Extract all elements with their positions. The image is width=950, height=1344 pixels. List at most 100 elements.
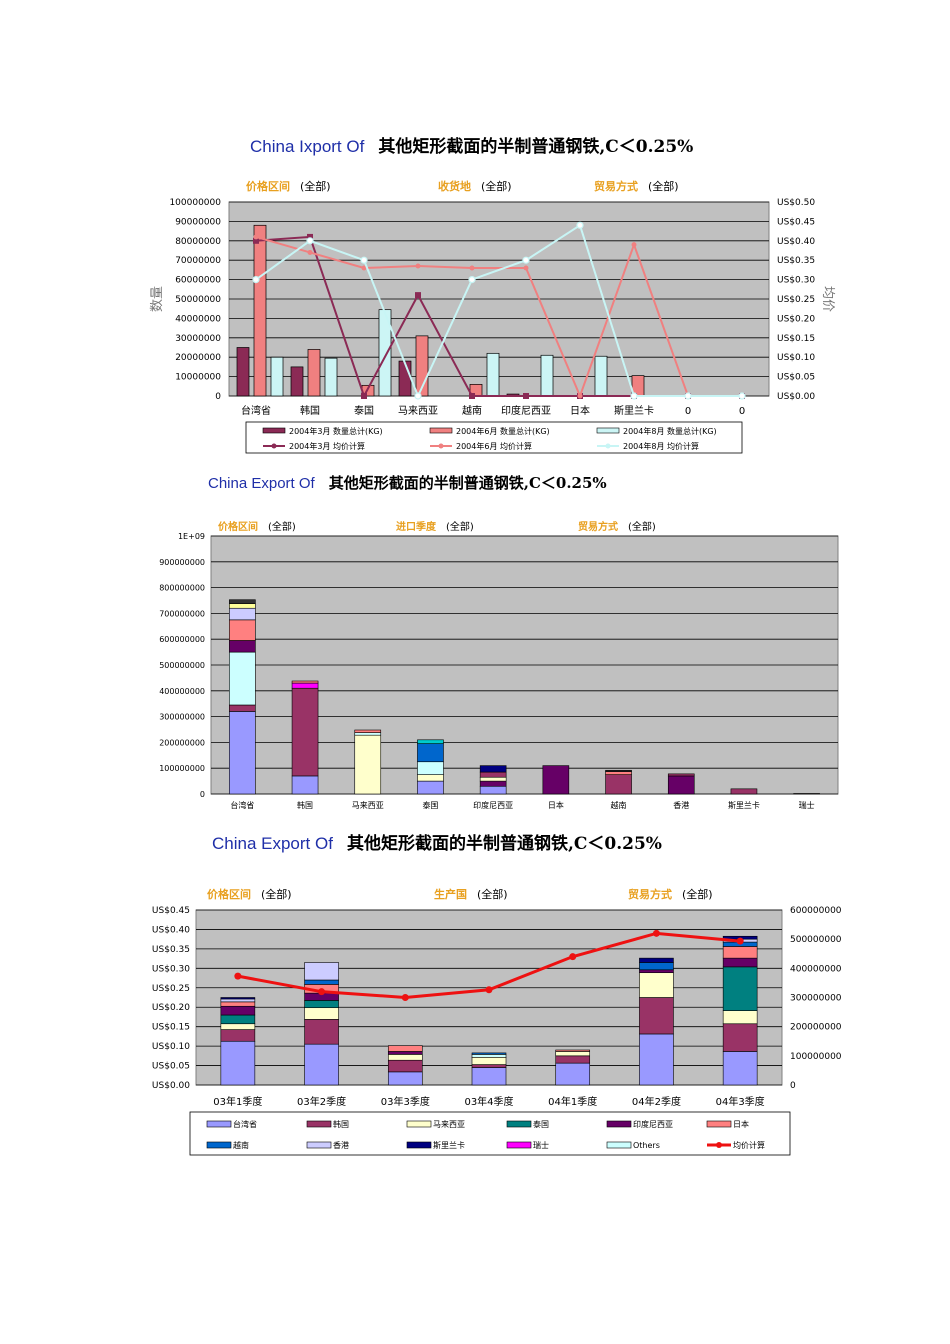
chart3-filter-2[interactable]: 生产国 (全部) bbox=[434, 886, 508, 902]
chart1-point bbox=[522, 256, 530, 264]
chart3-legend-label: 韩国 bbox=[333, 1119, 349, 1129]
chart3-bar-segment bbox=[220, 1001, 256, 1007]
chart1-point bbox=[253, 234, 259, 240]
chart1-y-tick: 30000000 bbox=[175, 334, 221, 344]
chart1-y2-tick: US$0.10 bbox=[777, 353, 815, 363]
chart3-avg-price-point bbox=[652, 929, 660, 937]
chart3-bar-segment bbox=[639, 969, 674, 974]
filter-label: 价格区间 bbox=[246, 180, 290, 193]
chart1-point bbox=[738, 392, 746, 400]
chart3-legend-label: 越南 bbox=[233, 1140, 249, 1150]
chart2-bar-segment bbox=[229, 651, 256, 706]
chart1-y2-tick: US$0.05 bbox=[777, 373, 815, 383]
chart3-legend-swatch bbox=[406, 1120, 432, 1128]
chart1-y-tick: 80000000 bbox=[175, 237, 221, 247]
chart1-x-tick: 越南 bbox=[462, 404, 482, 417]
chart3-legend-label: 日本 bbox=[733, 1119, 749, 1129]
chart1-x-tick: 泰国 bbox=[354, 404, 374, 417]
chart2-x-tick: 台湾省 bbox=[230, 800, 254, 810]
filter-value: (全部) bbox=[300, 180, 331, 193]
chart3-filter-3[interactable]: 贸易方式 (全部) bbox=[628, 886, 713, 902]
chart1-y-tick: 50000000 bbox=[175, 295, 221, 305]
chart3-bar-segment bbox=[471, 1064, 507, 1068]
chart1-y2-tick: US$0.15 bbox=[777, 334, 815, 344]
chart2-bar-segment bbox=[793, 793, 820, 795]
chart3-legend-swatch bbox=[306, 1141, 332, 1149]
chart1-legend-label: 2004年8月 数量总计(KG) bbox=[623, 426, 717, 436]
chart1-bar bbox=[324, 357, 338, 397]
chart1-x-tick: 马来西亚 bbox=[398, 405, 438, 417]
chart3-bar-segment bbox=[220, 1040, 256, 1086]
chart2-filter-1[interactable]: 价格区间 (全部) bbox=[218, 518, 296, 533]
chart1-point bbox=[469, 265, 475, 271]
chart3-bar-segment bbox=[555, 1062, 591, 1086]
chart3-bar-segment bbox=[304, 979, 339, 985]
chart3-x-tick: 04年3季度 bbox=[716, 1095, 765, 1108]
chart3-x-tick: 03年4季度 bbox=[464, 1095, 513, 1108]
chart1-y-tick: 70000000 bbox=[175, 256, 221, 266]
chart3-bar-segment bbox=[304, 1043, 339, 1086]
chart3-bar-segment bbox=[555, 1049, 591, 1052]
chart3-bar-segment bbox=[722, 966, 758, 1011]
chart2-bar-segment bbox=[479, 776, 507, 782]
chart3-y-right-tick: 300000000 bbox=[790, 994, 842, 1004]
chart3-bar-segment bbox=[220, 1005, 256, 1016]
chart2-bar-segment bbox=[605, 769, 632, 772]
chart3-y-right-tick: 400000000 bbox=[790, 964, 842, 974]
chart3-legend-swatch bbox=[706, 1120, 732, 1128]
chart3-legend-swatch bbox=[306, 1120, 332, 1128]
chart3-legend-label: Others bbox=[633, 1141, 660, 1150]
chart3-bar-segment bbox=[722, 957, 758, 968]
chart1-y-tick: 10000000 bbox=[175, 373, 221, 383]
chart1-point bbox=[252, 276, 260, 284]
chart1-point bbox=[360, 256, 368, 264]
chart2-bar-segment bbox=[229, 603, 256, 609]
chart3-y-left-tick: US$0.35 bbox=[152, 945, 190, 955]
chart3-y-left-tick: US$0.00 bbox=[152, 1081, 190, 1091]
chart2-bar-segment bbox=[229, 619, 256, 641]
chart3-title-en: China Export Of bbox=[212, 834, 333, 853]
filter-label: 价格区间 bbox=[218, 522, 258, 533]
chart1-y-tick: 100000000 bbox=[169, 198, 221, 208]
chart2-filter-2[interactable]: 进口季度 (全部) bbox=[396, 518, 474, 533]
chart1-filter-1[interactable]: 价格区间 (全部) bbox=[246, 178, 331, 194]
chart2-filter-3[interactable]: 贸易方式 (全部) bbox=[578, 518, 656, 533]
chart3-y-left-tick: US$0.05 bbox=[152, 1062, 190, 1072]
chart3-title: China Export Of 其他矩形截面的半制普通钢铁,C＜0.25% bbox=[212, 829, 662, 854]
chart1-bar bbox=[270, 356, 284, 397]
chart1-y-tick: 0 bbox=[215, 392, 221, 402]
chart2-bar-segment bbox=[605, 774, 632, 795]
chart3-bar-segment bbox=[220, 1014, 256, 1025]
chart3-legend-swatch bbox=[206, 1120, 232, 1128]
chart3-y-right-tick: 100000000 bbox=[790, 1052, 842, 1062]
chart2-title-en: China Export Of bbox=[208, 475, 315, 492]
chart3-bar-segment bbox=[639, 997, 674, 1035]
chart1-point bbox=[469, 393, 475, 399]
chart1-x-tick: 台湾省 bbox=[241, 404, 271, 417]
chart3-avg-price-point bbox=[736, 937, 744, 945]
chart3-avg-price-point bbox=[569, 953, 577, 961]
chart2-bar-segment bbox=[291, 775, 319, 795]
chart3-x-tick: 03年3季度 bbox=[381, 1095, 430, 1108]
chart1-filter-2[interactable]: 收货地 (全部) bbox=[438, 178, 512, 194]
chart3-x-tick: 04年1季度 bbox=[548, 1095, 597, 1108]
chart2-y-tick: 900000000 bbox=[159, 558, 205, 567]
chart3-legend-swatch bbox=[506, 1141, 532, 1149]
chart1-legend-label: 2004年6月 均价计算 bbox=[456, 441, 532, 451]
chart1-y-tick: 20000000 bbox=[175, 353, 221, 363]
chart2-bar-segment bbox=[730, 788, 758, 795]
filter-label: 生产国 bbox=[434, 888, 467, 901]
chart1-bar bbox=[290, 366, 304, 397]
chart2-y-tick: 700000000 bbox=[159, 609, 205, 618]
chart1-legend-box bbox=[245, 421, 743, 454]
chart3-filter-1[interactable]: 价格区间 (全部) bbox=[207, 886, 292, 902]
filter-value: (全部) bbox=[481, 180, 512, 193]
chart1-y2-tick: US$0.45 bbox=[777, 217, 815, 227]
chart2-x-tick: 斯里兰卡 bbox=[728, 800, 760, 810]
filter-value: (全部) bbox=[628, 522, 656, 533]
chart1-filter-3[interactable]: 贸易方式 (全部) bbox=[594, 178, 679, 194]
chart1-legend-label: 2004年3月 均价计算 bbox=[289, 441, 365, 451]
chart1-y2-tick: US$0.40 bbox=[777, 237, 815, 247]
chart1-legend-swatch bbox=[429, 427, 453, 434]
chart3-avg-price-point bbox=[485, 986, 493, 994]
